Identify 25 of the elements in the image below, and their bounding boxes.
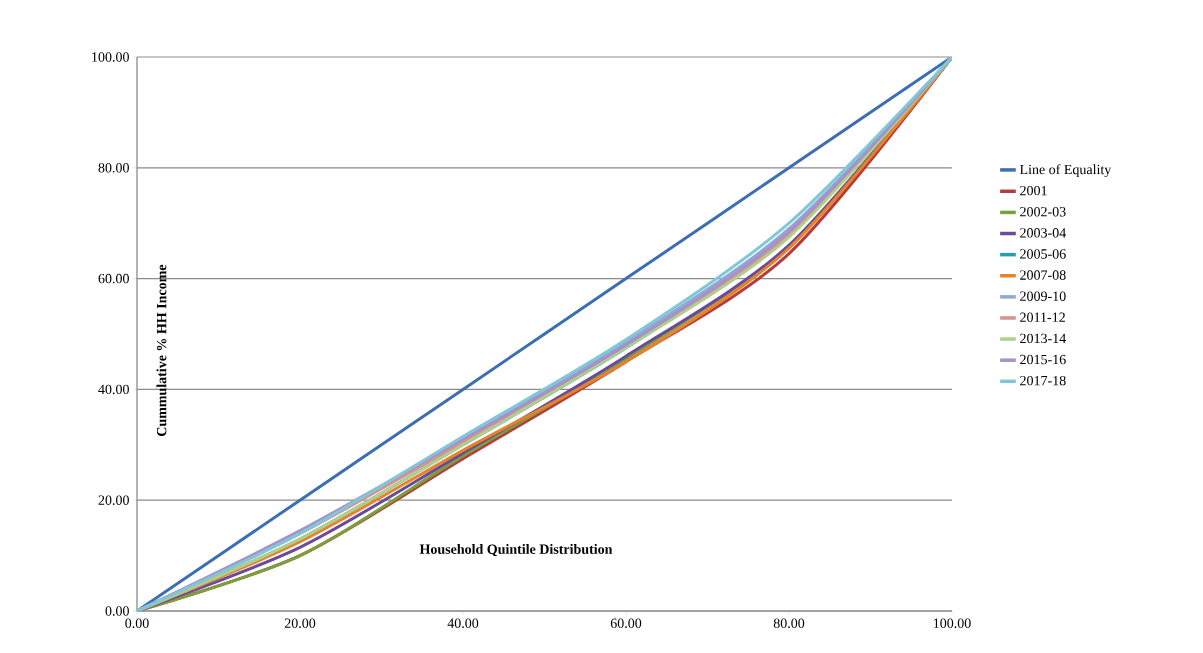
y-tick-label: 60.00 [98, 273, 129, 284]
x-tick-label: 60.00 [610, 618, 642, 629]
legend-label: 2007-08 [1020, 270, 1066, 280]
x-tick-label: 100.00 [933, 618, 971, 629]
x-axis-title: Household Quintile Distribution [419, 544, 613, 557]
y-tick-label: 100.00 [92, 52, 129, 62]
x-tick-label: 80.00 [773, 618, 805, 629]
y-axis-title: Cummulative % HH Income [156, 264, 167, 437]
legend-label: 2013-14 [1020, 333, 1066, 344]
legend-label: 2003-04 [1020, 228, 1066, 238]
y-tick-label: 40.00 [98, 384, 129, 395]
legend-label: 2017-18 [1020, 375, 1066, 386]
x-tick-label: 40.00 [447, 618, 479, 629]
x-tick-label: 20.00 [284, 618, 316, 629]
x-tick-label: 0.00 [125, 618, 149, 629]
y-tick-label: 0.00 [105, 606, 129, 616]
y-tick-label: 80.00 [98, 163, 129, 173]
legend-label: Line of Equality [1019, 164, 1112, 178]
legend-label: 2015-16 [1020, 354, 1066, 365]
legend-label: 2009-10 [1020, 291, 1066, 301]
y-tick-label: 20.00 [98, 495, 129, 505]
legend-label: 2001 [1020, 185, 1047, 196]
legend-label: 2002-03 [1020, 207, 1066, 217]
legend-label: 2005-06 [1020, 249, 1066, 259]
legend-label: 2011-12 [1020, 312, 1065, 323]
